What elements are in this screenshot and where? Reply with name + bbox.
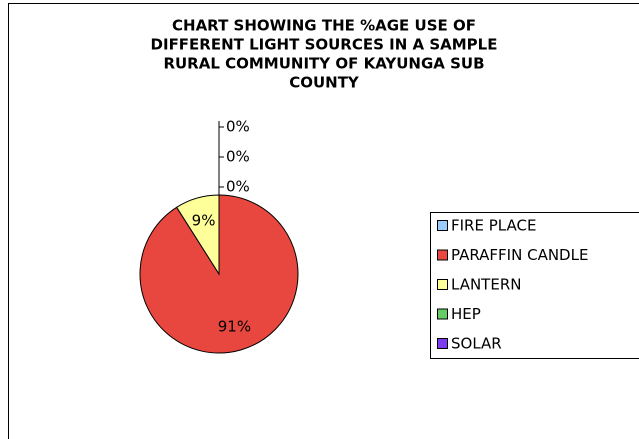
- data-label: 0%: [226, 118, 250, 136]
- data-label: 9%: [192, 211, 216, 229]
- chart-title: CHART SHOWING THE %AGE USE OF: [172, 17, 476, 35]
- legend-swatch: [437, 249, 448, 261]
- legend-swatch: [437, 308, 448, 320]
- legend-swatch: [437, 338, 448, 349]
- legend-swatch: [437, 279, 448, 290]
- legend-label: HEP: [451, 305, 481, 323]
- data-label: 0%: [226, 148, 250, 166]
- legend-swatch: [437, 220, 448, 231]
- data-label: 0%: [226, 178, 250, 196]
- legend-label: SOLAR: [451, 335, 502, 353]
- legend-label: LANTERN: [451, 276, 521, 294]
- chart-title: COUNTY: [289, 74, 360, 92]
- chart-title: DIFFERENT LIGHT SOURCES IN A SAMPLE: [151, 36, 498, 54]
- legend-box: [430, 212, 639, 359]
- chart-title: RURAL COMMUNITY OF KAYUNGA SUB: [163, 55, 484, 73]
- pie-slice: [175, 194, 220, 276]
- legend-label: FIRE PLACE: [451, 217, 536, 235]
- data-label: 91%: [218, 318, 251, 336]
- legend-label: PARAFFIN CANDLE: [451, 246, 588, 264]
